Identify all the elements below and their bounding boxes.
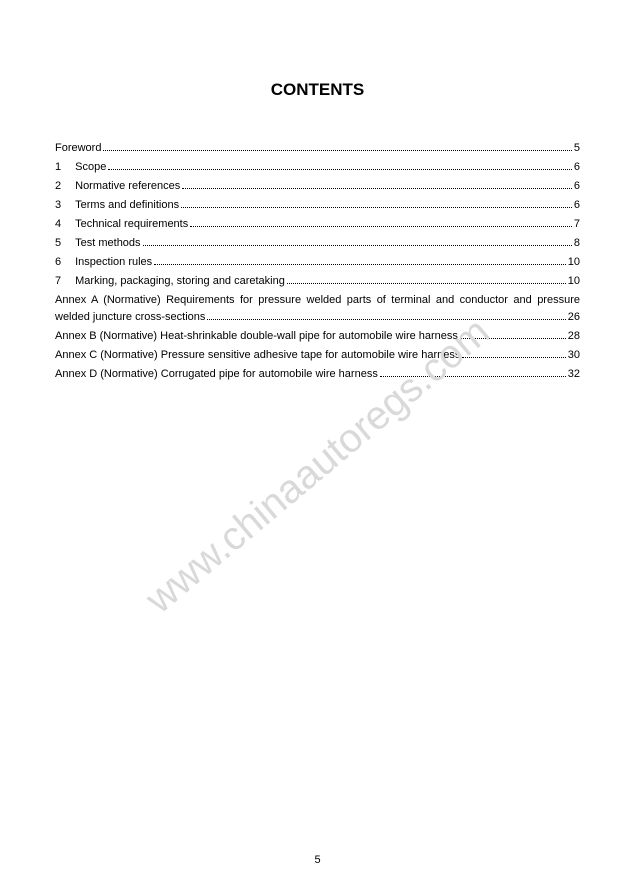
toc-row-label: Foreword xyxy=(55,140,101,157)
toc-row-label: Scope xyxy=(75,159,106,176)
toc-leader-dots xyxy=(103,143,571,151)
toc-row-label: Normative references xyxy=(75,178,180,195)
toc-row-page: 10 xyxy=(568,254,580,271)
toc-row-label: Test methods xyxy=(75,235,140,252)
toc-row-page: 7 xyxy=(574,216,580,233)
toc-row-label: Inspection rules xyxy=(75,254,152,271)
toc-annex-label: Annex C (Normative) Pressure sensitive a… xyxy=(55,347,460,364)
toc-leader-dots xyxy=(287,276,566,284)
toc-leader-dots xyxy=(182,181,572,189)
toc-row-label: Marking, packaging, storing and caretaki… xyxy=(75,273,285,290)
toc-annex-label: welded juncture cross-sections xyxy=(55,309,205,326)
toc-row-page: 6 xyxy=(574,178,580,195)
toc-annex-row: Annex B (Normative) Heat-shrinkable doub… xyxy=(55,328,580,345)
toc-annex-line1: Annex A (Normative) Requirements for pre… xyxy=(55,292,580,309)
toc-row: 2Normative references 6 xyxy=(55,178,580,195)
toc-row-label: Terms and definitions xyxy=(75,197,179,214)
toc-annex-page: 28 xyxy=(568,328,580,345)
toc-row: 1Scope 6 xyxy=(55,159,580,176)
toc-leader-dots xyxy=(462,350,565,358)
toc-row-number: 4 xyxy=(55,216,75,233)
toc-leader-dots xyxy=(143,238,572,246)
toc-annex-label: Annex D (Normative) Corrugated pipe for … xyxy=(55,366,378,383)
toc-leader-dots xyxy=(154,257,566,265)
toc-row: 4Technical requirements 7 xyxy=(55,216,580,233)
toc-leader-dots xyxy=(380,369,566,377)
toc-annex-page: 26 xyxy=(568,309,580,326)
toc-row-number: 7 xyxy=(55,273,75,290)
toc-annex-page: 32 xyxy=(568,366,580,383)
toc-row-page: 8 xyxy=(574,235,580,252)
toc-row-number: 5 xyxy=(55,235,75,252)
toc-row-page: 10 xyxy=(568,273,580,290)
toc-row-page: 6 xyxy=(574,159,580,176)
toc-annex-row: Annex A (Normative) Requirements for pre… xyxy=(55,292,580,326)
page-number: 5 xyxy=(0,854,635,866)
toc-row: 3Terms and definitions 6 xyxy=(55,197,580,214)
toc-annex-label: Annex B (Normative) Heat-shrinkable doub… xyxy=(55,328,458,345)
toc-row-page: 6 xyxy=(574,197,580,214)
page-container: www.chinaautoregs.com CONTENTS Foreword5… xyxy=(0,0,635,896)
contents-heading: CONTENTS xyxy=(55,80,580,100)
table-of-contents: Foreword51Scope62Normative references63T… xyxy=(55,140,580,383)
toc-row: 5Test methods 8 xyxy=(55,235,580,252)
toc-leader-dots xyxy=(207,312,565,320)
toc-leader-dots xyxy=(460,331,566,339)
toc-row-page: 5 xyxy=(574,140,580,157)
toc-annex-page: 30 xyxy=(568,347,580,364)
toc-row-number: 3 xyxy=(55,197,75,214)
toc-row-label: Technical requirements xyxy=(75,216,188,233)
toc-leader-dots xyxy=(190,219,572,227)
toc-leader-dots xyxy=(108,162,572,170)
toc-row-number: 2 xyxy=(55,178,75,195)
toc-row: Foreword 5 xyxy=(55,140,580,157)
toc-annex-row: Annex D (Normative) Corrugated pipe for … xyxy=(55,366,580,383)
toc-row-number: 1 xyxy=(55,159,75,176)
toc-annex-line2: welded juncture cross-sections 26 xyxy=(55,309,580,326)
toc-annex-row: Annex C (Normative) Pressure sensitive a… xyxy=(55,347,580,364)
toc-row: 6Inspection rules 10 xyxy=(55,254,580,271)
toc-leader-dots xyxy=(181,200,572,208)
toc-row: 7Marking, packaging, storing and caretak… xyxy=(55,273,580,290)
toc-row-number: 6 xyxy=(55,254,75,271)
